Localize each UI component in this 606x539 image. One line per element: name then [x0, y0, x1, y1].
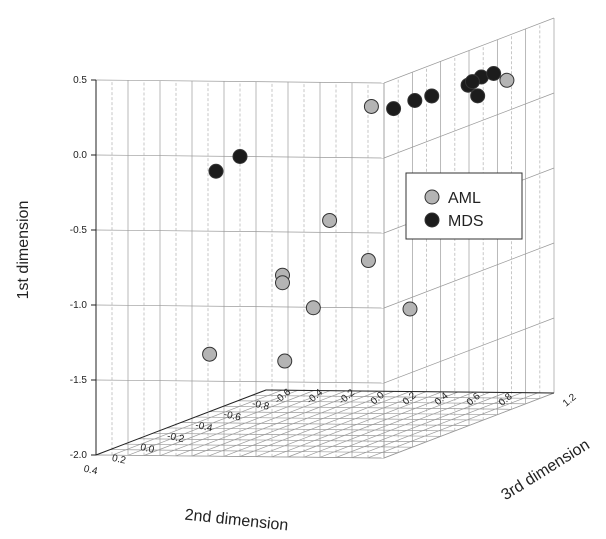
grid-floor-z [239, 391, 411, 457]
data-point-aml [305, 300, 321, 316]
z-tick-label: 0.6 [465, 391, 483, 409]
data-point-mds [208, 163, 224, 179]
tick-labels: 0.50.0-0.5-1.0-1.5-2.00.40.20.0-0.2-0.4-… [70, 75, 579, 477]
data-point-mds [464, 74, 480, 90]
z-tick-label: -0.6 [273, 387, 294, 407]
data-point-mds [424, 88, 440, 104]
grid-floor-z [367, 392, 539, 459]
x-tick-label: -0.4 [194, 420, 214, 434]
grid-floor-z [191, 390, 363, 457]
data-point-aml [277, 353, 293, 369]
data-point-mds [407, 93, 423, 108]
data-point-mds [486, 66, 502, 81]
y-tick-label: -0.5 [70, 225, 88, 236]
x-tick-label: 0.4 [83, 464, 99, 478]
grid-left-h [95, 79, 385, 84]
data-point-aml [360, 253, 376, 269]
data-point-aml [275, 275, 290, 291]
legend-marker-aml [424, 189, 440, 205]
data-point-aml [402, 301, 418, 317]
data-point-aml [363, 98, 379, 114]
grid-floor-z [383, 392, 555, 459]
data-points [202, 66, 515, 369]
grid-floor-z [335, 392, 507, 458]
grid-floor-z [351, 392, 523, 458]
y-tick-label: -2.0 [70, 450, 88, 461]
grid-floor-z [159, 390, 331, 456]
z-axis-title: 3rd dimension [498, 436, 592, 504]
z-tick-label: -0.4 [305, 387, 326, 407]
data-point-aml [322, 212, 338, 228]
grid-floor-z [143, 390, 315, 456]
x-axis-line [95, 389, 267, 456]
grid-floor-z [207, 390, 379, 457]
data-point-mds [386, 101, 402, 117]
y-tick-label: 0.5 [73, 75, 87, 86]
grid-floor-z [303, 391, 475, 458]
z-tick-label: 0.8 [497, 391, 515, 409]
y-axis-title: 1st dimension [15, 201, 32, 300]
x-tick-label: -0.6 [223, 409, 243, 423]
z-tick-label: 0.4 [433, 390, 451, 408]
data-point-aml [499, 72, 515, 88]
z-axis-line [265, 389, 555, 394]
x-tick-label: -0.2 [166, 431, 186, 445]
legend-label-aml: AML [448, 190, 481, 207]
x-axis-title: 2nd dimension [184, 507, 289, 535]
legend-box [405, 172, 523, 240]
grid-floor-z [223, 391, 395, 457]
legend-label-mds: MDS [448, 213, 484, 230]
y-tick-label: -1.0 [70, 300, 88, 311]
grid-floor-z [111, 389, 283, 456]
data-point-mds [470, 88, 486, 104]
z-tick-label: 1.2 [561, 392, 579, 410]
y-tick-label: -1.5 [70, 375, 88, 386]
grid-floor-z [255, 391, 427, 457]
grid-floor-z [287, 391, 459, 458]
z-tick-label: -0.2 [337, 387, 358, 407]
legend-marker-mds [424, 212, 440, 228]
x-tick-label: 0.2 [111, 453, 127, 467]
z-tick-label: 0.2 [401, 390, 419, 408]
y-tick-label: 0.0 [73, 150, 87, 161]
grid-floor-z [175, 390, 347, 457]
x-tick-label: 0.0 [139, 442, 155, 456]
grid-floor-z [271, 391, 443, 458]
legend: AML MDS [405, 172, 523, 240]
data-point-aml [202, 346, 218, 362]
data-point-mds [232, 149, 248, 164]
grid-floor-z [127, 390, 299, 456]
x-tick-label: -0.8 [251, 398, 271, 412]
grid-floor-z [319, 392, 491, 458]
grid-layer [95, 17, 555, 459]
